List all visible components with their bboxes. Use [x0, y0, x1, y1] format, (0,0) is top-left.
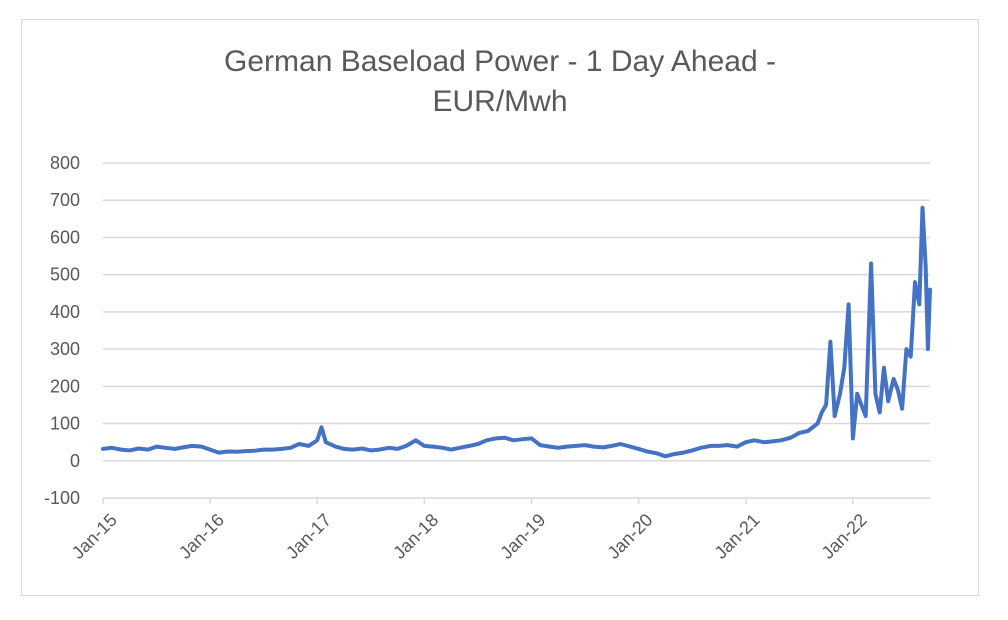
y-tick-label: 600 [50, 227, 80, 247]
y-axis: -100 0 100 200 300 400 500 600 700 800 [44, 153, 80, 508]
y-tick-label: 200 [50, 376, 80, 396]
x-tick-label: Jan-15 [68, 510, 121, 563]
y-tick-label: 700 [50, 190, 80, 210]
y-tick-label: 400 [50, 302, 80, 322]
y-tick-label: 500 [50, 265, 80, 285]
x-tick-label: Jan-18 [389, 510, 442, 563]
y-tick-label: 300 [50, 339, 80, 359]
y-tick-label: 100 [50, 414, 80, 434]
x-tick-label: Jan-21 [711, 510, 764, 563]
y-tick-label: -100 [44, 488, 80, 508]
chart-frame [21, 19, 979, 596]
x-tick-label: Jan-17 [282, 510, 335, 563]
x-tick-label: Jan-19 [496, 510, 549, 563]
y-tick-label: 800 [50, 153, 80, 173]
gridlines [103, 162, 930, 499]
chart-title-line-2: EUR/Mwh [432, 85, 568, 118]
x-tick-label: Jan-16 [175, 510, 228, 563]
x-tick-label: Jan-22 [818, 510, 871, 563]
chart-title-line-1: German Baseload Power - 1 Day Ahead - [224, 45, 776, 78]
y-tick-label: 0 [70, 451, 80, 471]
series-layer [101, 205, 932, 459]
x-axis: Jan-15 Jan-16 Jan-17 Jan-18 Jan-19 Jan-20 Jan-… [68, 498, 871, 563]
price-series-line [101, 205, 932, 459]
chart-title: German Baseload Power - 1 Day Ahead - EU… [0, 42, 1000, 122]
x-tick-label: Jan-20 [603, 510, 656, 563]
